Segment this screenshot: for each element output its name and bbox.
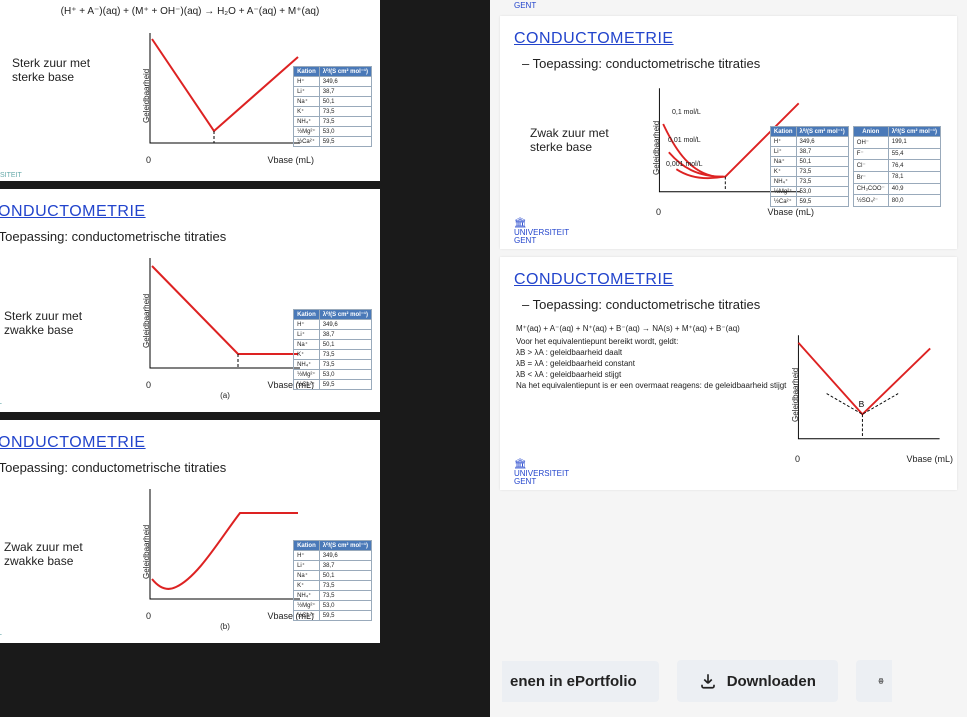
slide-3: CONDUCTOMETRIE Toepassing: conductometri… <box>0 420 380 643</box>
slide-subtitle: Toepassing: conductometrische titraties <box>0 229 380 248</box>
equation: (H⁺ + A⁻)(aq) + (M⁺ + OH⁻)(aq) → H₂O + A… <box>0 4 380 23</box>
slide-title-link[interactable]: CONDUCTOMETRIE <box>500 265 957 297</box>
slide-1: (H⁺ + A⁻)(aq) + (M⁺ + OH⁻)(aq) → H₂O + A… <box>0 0 380 181</box>
slide-2: CONDUCTOMETRIE Toepassing: conductometri… <box>0 189 380 412</box>
slide-title-link[interactable]: CONDUCTOMETRIE <box>0 428 380 460</box>
titration-chart-1: Geleidbaarheid 0 Vbase (mL) <box>140 23 310 153</box>
download-icon <box>699 672 717 690</box>
chart-label: Sterk zuur met zwakke base <box>4 309 104 337</box>
uni-logo: 🏛UNIVERSITEITGENT <box>514 219 569 245</box>
printer-icon <box>878 672 884 690</box>
slide-4: CONDUCTOMETRIE Toepassing: conductometri… <box>500 16 957 249</box>
chart-label: Zwak zuur met zwakke base <box>4 540 104 568</box>
ion-table: Kationλ⁰/(S cm² mol⁻¹)H⁺349,6Li⁺38,7Na⁺5… <box>293 309 372 390</box>
anion-table: Anionλ⁰/(S cm² mol⁻¹)OH⁻199,1F⁻55,4Cl⁻76… <box>853 126 941 207</box>
uni-logo: 🏛UNIVERSITEITGENT <box>514 460 569 486</box>
equation: M⁺(aq) + A⁻(aq) + N⁺(aq) + B⁻(aq) → NA(s… <box>516 324 789 333</box>
slide-subtitle: Toepassing: conductometrische titraties <box>500 297 957 316</box>
titration-chart-2: Geleidbaarheid 0 Vbase (mL) (a) <box>140 248 310 378</box>
chart-label: Sterk zuur met sterke base <box>12 56 112 84</box>
slide-subtitle: Toepassing: conductometrische titraties <box>0 460 380 479</box>
slide-title-link[interactable]: CONDUCTOMETRIE <box>500 24 957 56</box>
slide-subtitle: Toepassing: conductometrische titraties <box>500 56 957 75</box>
uni-logo: GENT <box>514 2 961 10</box>
eportfolio-button[interactable]: enen in ePortfolio <box>502 661 659 702</box>
slide-title-link[interactable]: CONDUCTOMETRIE <box>0 197 380 229</box>
slide-5: CONDUCTOMETRIE Toepassing: conductometri… <box>500 257 957 490</box>
action-bar: enen in ePortfolio Downloaden <box>490 645 967 717</box>
left-slide-pane: (H⁺ + A⁻)(aq) + (M⁺ + OH⁻)(aq) → H₂O + A… <box>0 0 390 717</box>
right-slide-pane: GENT CONDUCTOMETRIE Toepassing: conducto… <box>490 0 967 717</box>
titration-chart-5: Geleidbaarheid B 0 Vbase (mL) <box>789 322 949 452</box>
print-button[interactable] <box>856 660 892 702</box>
ion-table: Kationλ⁰/(S cm² mol⁻¹)H⁺349,6Li⁺38,7Na⁺5… <box>293 540 372 621</box>
chart-label: Zwak zuur met sterke base <box>530 126 630 154</box>
cation-table: Kationλ⁰/(S cm² mol⁻¹)H⁺349,6Li⁺38,7Na⁺5… <box>770 126 849 207</box>
svg-text:B: B <box>859 399 865 409</box>
download-button[interactable]: Downloaden <box>677 660 838 702</box>
ion-table: Kationλ⁰/(S cm² mol⁻¹)H⁺349,6Li⁺38,7Na⁺5… <box>293 66 372 147</box>
titration-chart-3: Geleidbaarheid 0 Vbase (mL) (b) <box>140 479 310 609</box>
